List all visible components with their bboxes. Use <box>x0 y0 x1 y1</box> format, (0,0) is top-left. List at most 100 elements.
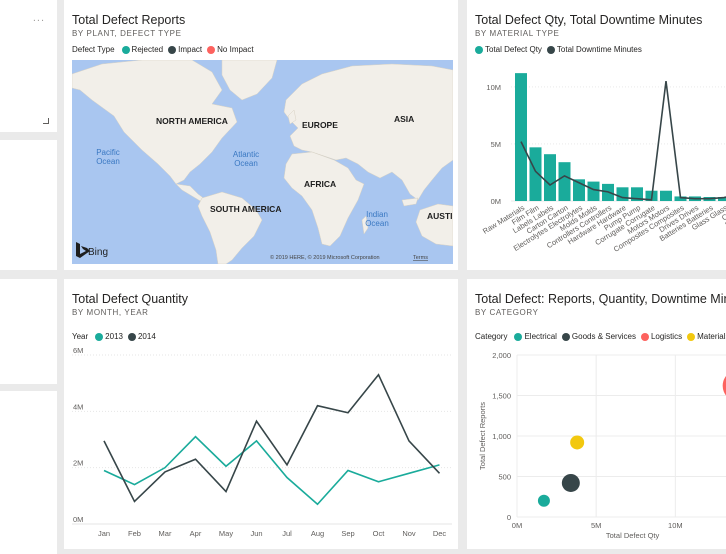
left-tile-4[interactable] <box>0 391 57 554</box>
legend-dot-no-impact <box>207 45 216 54</box>
defect-reports-tile[interactable]: Total Defect Reports BY PLANT, DEFECT TY… <box>64 0 458 270</box>
bar-defect-qty[interactable] <box>515 73 527 201</box>
legend: Year 2013 2014 <box>72 332 158 341</box>
y-tick-label: 0 <box>507 513 511 522</box>
legend-item-downtime[interactable]: Total Downtime Minutes <box>556 45 642 54</box>
legend-item-electrical[interactable]: Electrical <box>524 332 557 341</box>
left-tile-1[interactable]: ... <box>0 0 57 132</box>
tile-title: Total Defect Qty, Total Downtime Minutes <box>475 13 703 27</box>
bubble-logistics[interactable] <box>722 370 726 402</box>
bar-defect-qty[interactable] <box>616 187 629 201</box>
tile-subtitle: BY MONTH, YEAR <box>72 308 149 317</box>
y-tick-label: 1,500 <box>492 392 511 401</box>
legend-title: Defect Type <box>72 45 115 54</box>
x-tick-label: Crates <box>720 203 726 222</box>
legend-dot-goods-services <box>561 332 570 341</box>
y-tick-label: 2M <box>73 459 83 468</box>
x-tick-label: Apr <box>190 529 202 538</box>
map-label-asia: ASIA <box>394 114 414 124</box>
legend-item-logistics[interactable]: Logistics <box>650 332 683 341</box>
map-label-pacific-2: Ocean <box>96 157 120 166</box>
legend-item-defect-qty[interactable]: Total Defect Qty <box>485 45 542 54</box>
map-label-atlantic: Atlantic <box>233 150 259 159</box>
line-chart[interactable]: 0M 2M 4M 6M Jan Feb Mar Apr May Jun Jul Aug Sep Oct No… <box>64 347 458 547</box>
legend-item-2014[interactable]: 2014 <box>137 332 156 341</box>
bing-label: Bing <box>88 247 108 258</box>
defect-qty-downtime-tile[interactable]: Total Defect Qty, Total Downtime Minutes… <box>467 0 726 270</box>
landmass-australia <box>415 203 453 247</box>
x-tick-label: Jan <box>98 529 110 538</box>
landmass-indonesia <box>401 197 419 207</box>
legend-item-no-impact[interactable]: No Impact <box>217 45 254 54</box>
line-downtime-minutes[interactable] <box>520 81 726 201</box>
bar-defect-qty[interactable] <box>587 181 600 201</box>
left-tile-3[interactable] <box>0 279 57 384</box>
landmass-north-america <box>72 60 238 185</box>
bar-defect-qty[interactable] <box>529 147 542 201</box>
bar-defect-qty[interactable] <box>718 197 726 201</box>
tile-title: Total Defect Reports <box>72 13 186 27</box>
bing-b-icon <box>76 242 90 258</box>
tile-subtitle: BY MATERIAL TYPE <box>475 29 560 38</box>
landmass-eurasia <box>283 63 453 201</box>
x-tick-label: Dec <box>433 529 447 538</box>
defect-quantity-tile[interactable]: Total Defect Quantity BY MONTH, YEAR Yea… <box>64 279 458 549</box>
map-label-europe: EUROPE <box>302 120 338 130</box>
map-terms-link[interactable]: Terms <box>413 255 428 261</box>
tile-title: Total Defect Quantity <box>72 292 189 306</box>
y-tick-label: 6M <box>73 347 83 355</box>
legend-item-rejected[interactable]: Rejected <box>131 45 164 54</box>
y-tick-label: 2,000 <box>492 351 511 360</box>
landmass-africa <box>283 151 365 247</box>
legend-item-2013[interactable]: 2013 <box>105 332 123 341</box>
legend: Defect Type Rejected Impact No Impact <box>72 45 256 54</box>
x-tick-label: 5M <box>591 521 601 530</box>
bar-defect-qty[interactable] <box>631 187 643 201</box>
y-tick-label: 10M <box>486 83 501 92</box>
bar-defect-qty[interactable] <box>544 154 556 201</box>
bar-defect-qty[interactable] <box>558 162 571 201</box>
legend-title: Year <box>72 332 89 341</box>
x-tick-label: Oct <box>373 529 386 538</box>
y-tick-label: 0M <box>73 515 83 524</box>
left-tile-2[interactable] <box>0 140 57 270</box>
legend-dot-rejected <box>121 45 130 54</box>
map-canvas: NORTH AMERICA EUROPE ASIA AFRICA SOUTH A… <box>72 60 453 264</box>
more-options-icon[interactable]: ... <box>32 12 45 24</box>
bubble-materials[interactable] <box>570 435 585 450</box>
x-tick-label: Mar <box>159 529 172 538</box>
legend-item-materials[interactable]: Materials <box>697 332 726 341</box>
map-label-africa: AFRICA <box>304 179 336 189</box>
legend: Total Defect Qty Total Downtime Minutes <box>475 45 644 54</box>
landmass-south-america <box>197 191 263 264</box>
bubble-goods-services[interactable] <box>561 473 580 492</box>
legend-item-impact[interactable]: Impact <box>178 45 203 54</box>
legend-dot-electrical <box>514 332 523 341</box>
landmass-britain <box>287 109 297 125</box>
y-tick-label: 0M <box>491 197 501 206</box>
legend: Category Electrical Goods & Services Log… <box>475 332 726 341</box>
line-series-2013[interactable] <box>103 435 440 506</box>
line-series-2014[interactable] <box>103 373 441 503</box>
resize-handle-icon[interactable] <box>43 118 49 124</box>
bar-defect-qty[interactable] <box>674 196 687 201</box>
x-tick-label: Jul <box>282 529 292 538</box>
world-map[interactable]: NORTH AMERICA EUROPE ASIA AFRICA SOUTH A… <box>72 60 453 264</box>
map-label-south-america: SOUTH AMERICA <box>210 204 281 214</box>
legend-dot-downtime <box>546 45 555 54</box>
tile-subtitle: BY CATEGORY <box>475 308 539 317</box>
tile-subtitle: BY PLANT, DEFECT TYPE <box>72 29 182 38</box>
legend-dot-logistics <box>640 332 649 341</box>
y-tick-label: 500 <box>498 473 511 482</box>
x-tick-label: Jun <box>250 529 262 538</box>
bubble-electrical[interactable] <box>537 494 550 507</box>
bar-defect-qty[interactable] <box>660 190 672 201</box>
scatter-chart[interactable]: 0 500 1,000 1,500 2,000 0M 5M 10M Total Defect R… <box>467 347 726 549</box>
map-copyright: © 2019 HERE, © 2019 Microsoft Corporatio… <box>270 254 380 261</box>
landmass-madagascar <box>361 215 369 235</box>
defect-category-tile[interactable]: Total Defect: Reports, Quantity, Downtim… <box>467 279 726 549</box>
legend-dot-2014 <box>127 332 136 341</box>
legend-dot-materials <box>687 332 696 341</box>
legend-item-goods-services[interactable]: Goods & Services <box>571 332 636 341</box>
